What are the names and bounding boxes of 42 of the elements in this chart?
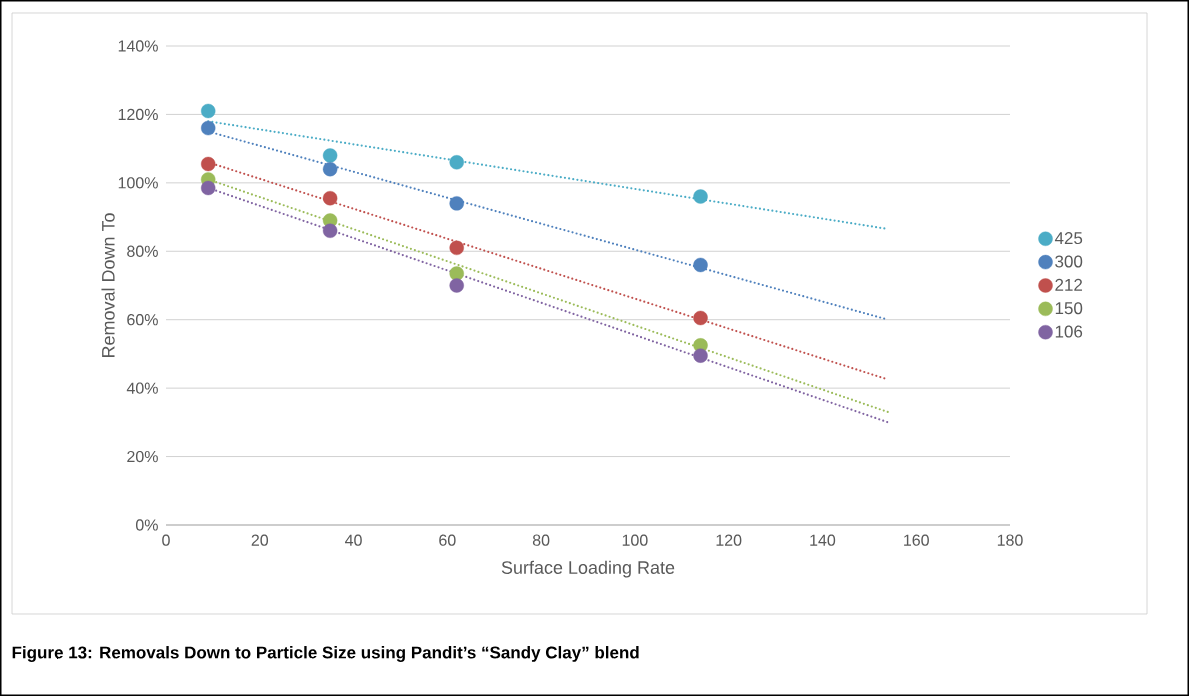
y-tick-label: 60% (127, 314, 158, 326)
y-axis-title: Removal Down To (101, 213, 115, 358)
x-tick-label: 140 (810, 534, 836, 546)
legend-label: 106 (1055, 325, 1083, 338)
point (201, 103, 216, 119)
point (322, 223, 338, 238)
x-tick-label: 40 (345, 534, 362, 546)
x-tick-label: 180 (997, 534, 1023, 546)
point (201, 180, 216, 196)
y-tick-label: 100% (118, 177, 158, 189)
y-tick-label: 80% (127, 245, 158, 257)
point (449, 155, 464, 170)
x-tick-label: 60 (439, 534, 456, 546)
point (322, 148, 338, 163)
point (693, 189, 708, 204)
legend-label: 150 (1055, 302, 1083, 315)
point (449, 278, 464, 293)
y-tick-label: 40% (126, 382, 158, 394)
legend-label: 300 (1055, 255, 1083, 268)
x-tick-label: 80 (532, 534, 550, 546)
x-axis-title: Surface Loading Rate (501, 560, 675, 578)
point (693, 348, 708, 363)
point (201, 156, 216, 172)
caption: Figure 13: Removals Down to Particle Size using Pandit’s “Sandy Clay” blend (12, 646, 639, 662)
y-tick-label: 140% (118, 40, 158, 52)
x-tick-label: 20 (251, 534, 269, 546)
point (693, 310, 708, 326)
point (201, 120, 216, 136)
y-tick-label: 0% (135, 519, 158, 531)
point (449, 196, 464, 211)
x-tick-label: 0 (162, 534, 170, 546)
point (693, 257, 708, 273)
point (322, 191, 338, 206)
x-tick-label: 120 (716, 534, 742, 546)
x-tick-label: 100 (622, 534, 648, 546)
legend-label: 425 (1054, 232, 1083, 245)
point (322, 161, 338, 177)
x-tick-label: 160 (904, 534, 929, 546)
point (449, 240, 464, 256)
y-tick-label: 20% (127, 450, 158, 463)
y-tick-label: 120% (118, 108, 158, 121)
legend-label: 212 (1055, 278, 1083, 291)
